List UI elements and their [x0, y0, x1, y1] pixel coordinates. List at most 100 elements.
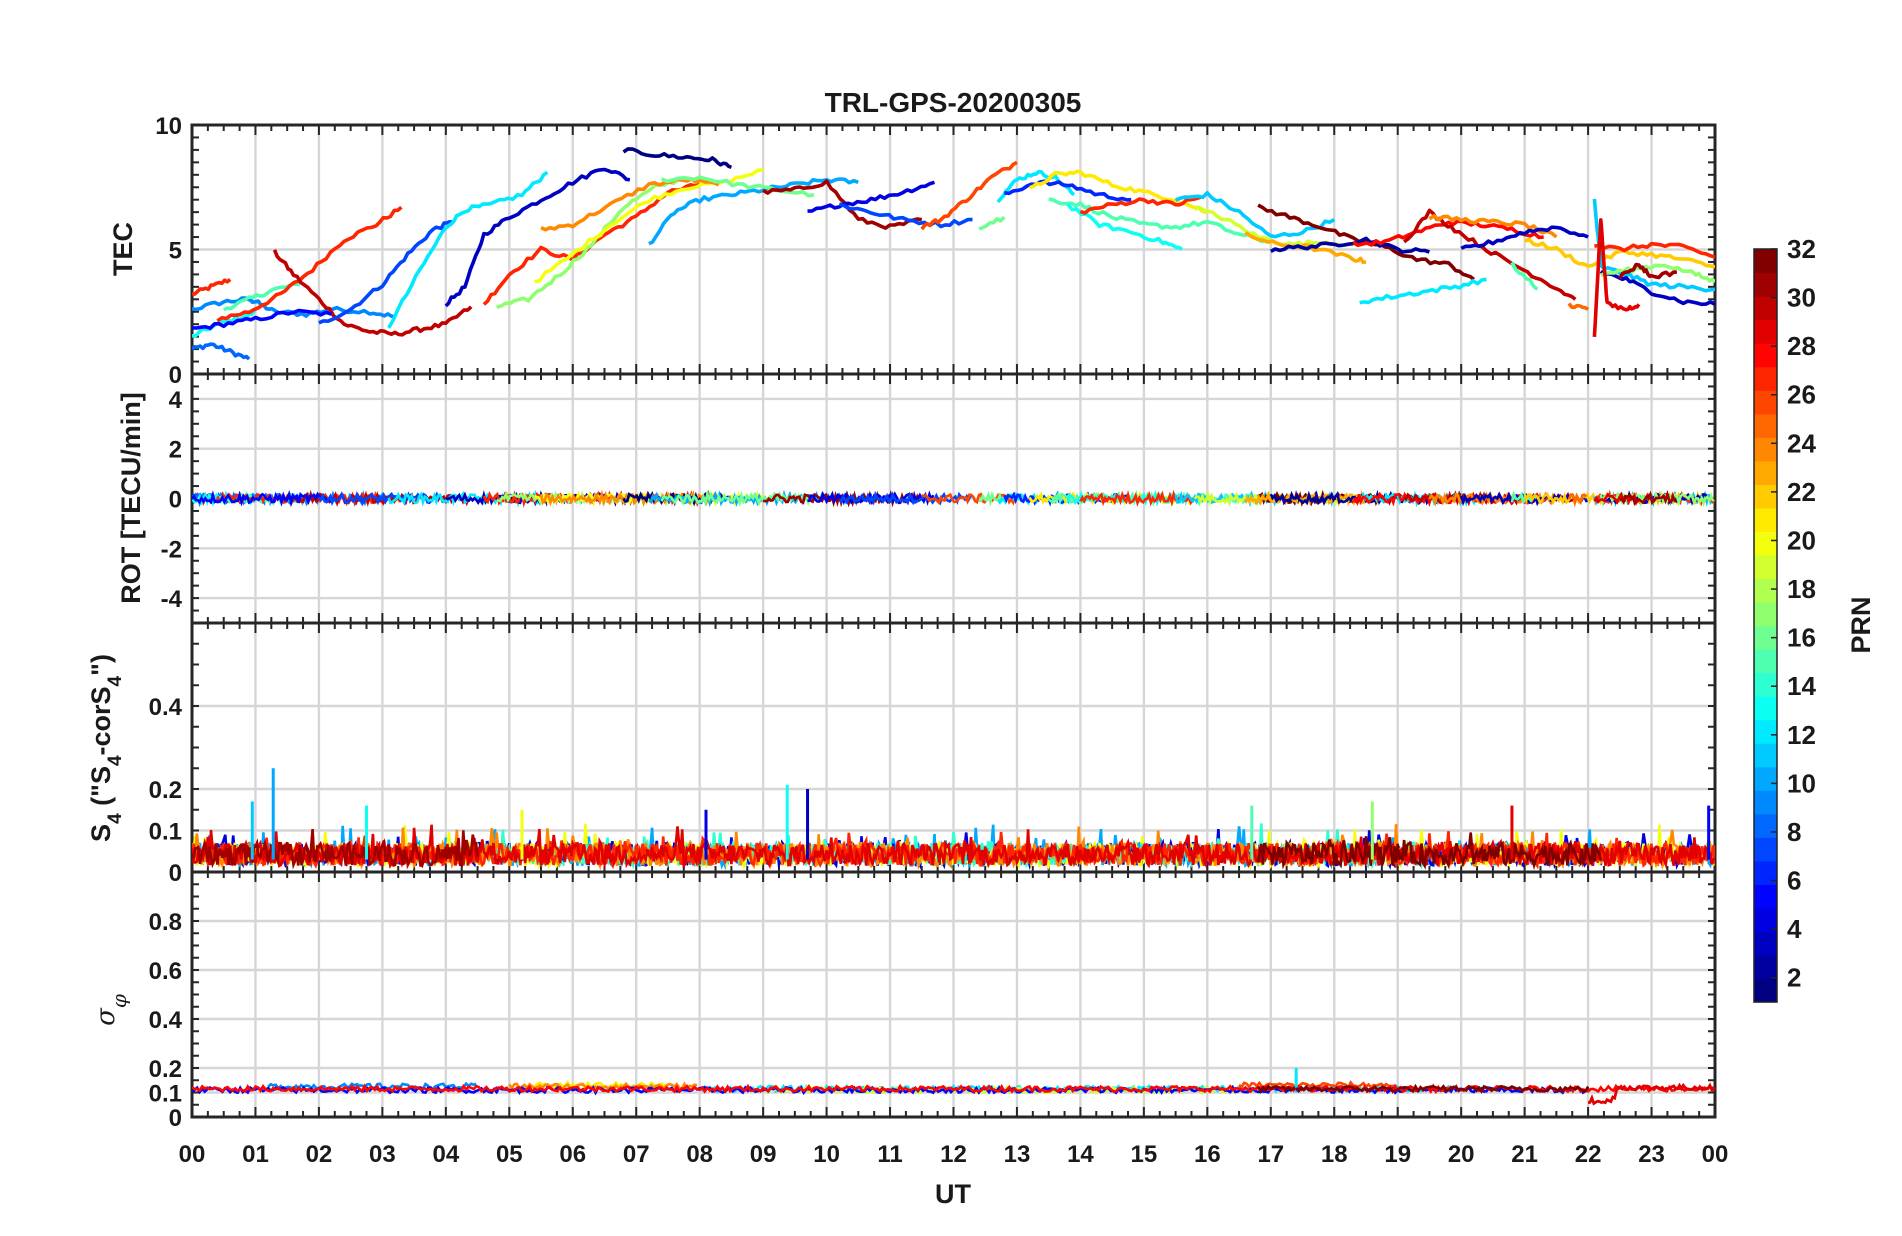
tec-series-prn-25 [1567, 302, 1589, 311]
rot-axis-label: ROT [TECU/min] [116, 392, 146, 603]
tec-series-prn-3 [1599, 269, 1715, 307]
colorbar-cell [1754, 272, 1777, 297]
tec-series-prn-29 [1592, 218, 1641, 338]
tec-series-prn-4 [807, 180, 936, 213]
colorbar-cell [1754, 696, 1777, 721]
tec-series-prn-6 [1004, 179, 1132, 202]
tec-series-prn-27 [192, 278, 232, 296]
s4-ytick-label: 0.2 [149, 777, 182, 804]
colorbar-tick-label: 8 [1787, 817, 1801, 847]
colorbar-cell [1754, 931, 1777, 956]
x-tick-label: 12 [940, 1141, 967, 1168]
x-tick-label: 01 [242, 1141, 269, 1168]
colorbar-cell [1754, 978, 1777, 1003]
colorbar-cell [1754, 766, 1777, 791]
tec-series-prn-7 [838, 202, 973, 229]
colorbar-cell [1754, 249, 1777, 274]
x-tick-label: 16 [1194, 1141, 1221, 1168]
tec-series-prn-31 [1618, 262, 1678, 280]
panel-rot: -4 -2 0 2 4 ROT [TECU/min] [116, 372, 1717, 625]
s4-ytick-label: 0.4 [149, 694, 183, 721]
tec-series-prn-30 [1403, 208, 1577, 301]
colorbar-tick-label: 30 [1787, 283, 1816, 313]
x-tick-label: 14 [1067, 1141, 1094, 1168]
tec-series-prn-30 [272, 249, 473, 337]
colorbar-tick-label: 6 [1787, 866, 1801, 896]
panel-s4: 0 0.1 0.2 0.4 S4 ("S4-corS4") [86, 621, 1717, 887]
tec-series-prn-3 [444, 167, 631, 308]
sigma-phi-axis-label: σφ [91, 994, 131, 1026]
tec-series-prn-27 [1079, 195, 1202, 215]
x-tick-label: 22 [1575, 1141, 1602, 1168]
colorbar-cell [1754, 531, 1777, 556]
tec-series-prn-7 [318, 220, 453, 325]
sigma-phi-series-prn-5 [192, 1084, 1590, 1096]
chart-title: TRL-GPS-20200305 [825, 87, 1082, 118]
colorbar-cell [1754, 390, 1777, 415]
sig-ytick-label: 0.1 [149, 1081, 182, 1108]
colorbar-cell [1754, 625, 1777, 650]
colorbar-tick-label: 18 [1787, 574, 1816, 604]
tec-series-prn-5 [192, 308, 333, 331]
tec-series-prn-26 [920, 160, 1018, 231]
colorbar-tick-label: 10 [1787, 768, 1816, 798]
rot-ytick-label: -4 [161, 586, 183, 613]
tec-series-prn-23 [1244, 231, 1367, 265]
x-tick-label: 15 [1131, 1141, 1158, 1168]
x-axis-label: UT [935, 1179, 971, 1209]
colorbar-cell [1754, 672, 1777, 697]
tec-series-prn-15 [1510, 261, 1539, 291]
x-tick-label: 09 [750, 1141, 777, 1168]
sig-ytick-label: 0.6 [149, 958, 182, 985]
colorbar-cell [1754, 413, 1777, 438]
tec-series-prn-13 [192, 309, 257, 338]
rot-series-prn-7 [317, 490, 453, 507]
colorbar-cell [1754, 601, 1777, 627]
x-tick-label: 18 [1321, 1141, 1348, 1168]
x-tick-label: 00 [1702, 1141, 1729, 1168]
sigma-phi-series-prn-24 [508, 1081, 698, 1092]
colorbar-cell [1754, 484, 1777, 509]
sigma-phi-series-prn-32 [1256, 1083, 1590, 1094]
rot-series-prn-25 [1567, 492, 1588, 508]
colorbar-cell [1754, 907, 1777, 933]
x-tick-label: 05 [496, 1141, 523, 1168]
colorbar-cell [1754, 743, 1777, 768]
x-tick-label: 20 [1448, 1141, 1475, 1168]
x-axis-ticks: 00 01 02 03 04 05 06 07 08 09 10 11 12 13 14 15 16 17 18 19… [179, 1141, 1729, 1168]
tec-series-prn-2 [1269, 236, 1430, 254]
colorbar-cell [1754, 813, 1777, 838]
sig-ytick-label: 0.4 [149, 1007, 183, 1034]
rot-series-prn-5 [192, 489, 332, 508]
colorbar-cell [1754, 578, 1777, 603]
sig-ytick-label: 0.8 [149, 909, 182, 936]
sig-ytick-label: 0 [169, 1105, 182, 1132]
colorbar-frame [1753, 248, 1778, 1003]
sigma-phi-series-prn-29 [1587, 1082, 1715, 1106]
s4-ytick-label: 0 [169, 860, 182, 887]
rot-series-prn-16 [978, 490, 1005, 507]
colorbar-cell [1754, 296, 1777, 321]
rot-series-prn-31 [1619, 489, 1677, 506]
x-tick-label: 10 [813, 1141, 840, 1168]
tec-ytick-label: 0 [169, 362, 182, 389]
tec-ytick-label: 10 [155, 113, 182, 140]
tec-series-prn-21 [1028, 169, 1208, 214]
colorbar-cell [1754, 860, 1777, 885]
tec-series-prn-27 [1594, 241, 1715, 259]
s4-series-prn-32 [1256, 832, 1603, 871]
rot-ytick-label: 0 [169, 487, 182, 514]
s4-axis-label: S4 ("S4-corS4") [86, 654, 126, 842]
colorbar-cell [1754, 460, 1777, 485]
tec-series-prn-16 [978, 215, 1006, 231]
x-tick-label: 03 [369, 1141, 396, 1168]
tec-series-prn-17 [1600, 263, 1715, 284]
tec-axis-label: TEC [108, 222, 138, 276]
tec-series-prn-16 [660, 175, 815, 198]
x-tick-label: 21 [1511, 1141, 1538, 1168]
tec-series-prn-12 [387, 170, 549, 329]
tec-series-prn-13 [1066, 202, 1184, 251]
x-tick-label: 08 [686, 1141, 713, 1168]
colorbar-cell [1754, 319, 1777, 344]
